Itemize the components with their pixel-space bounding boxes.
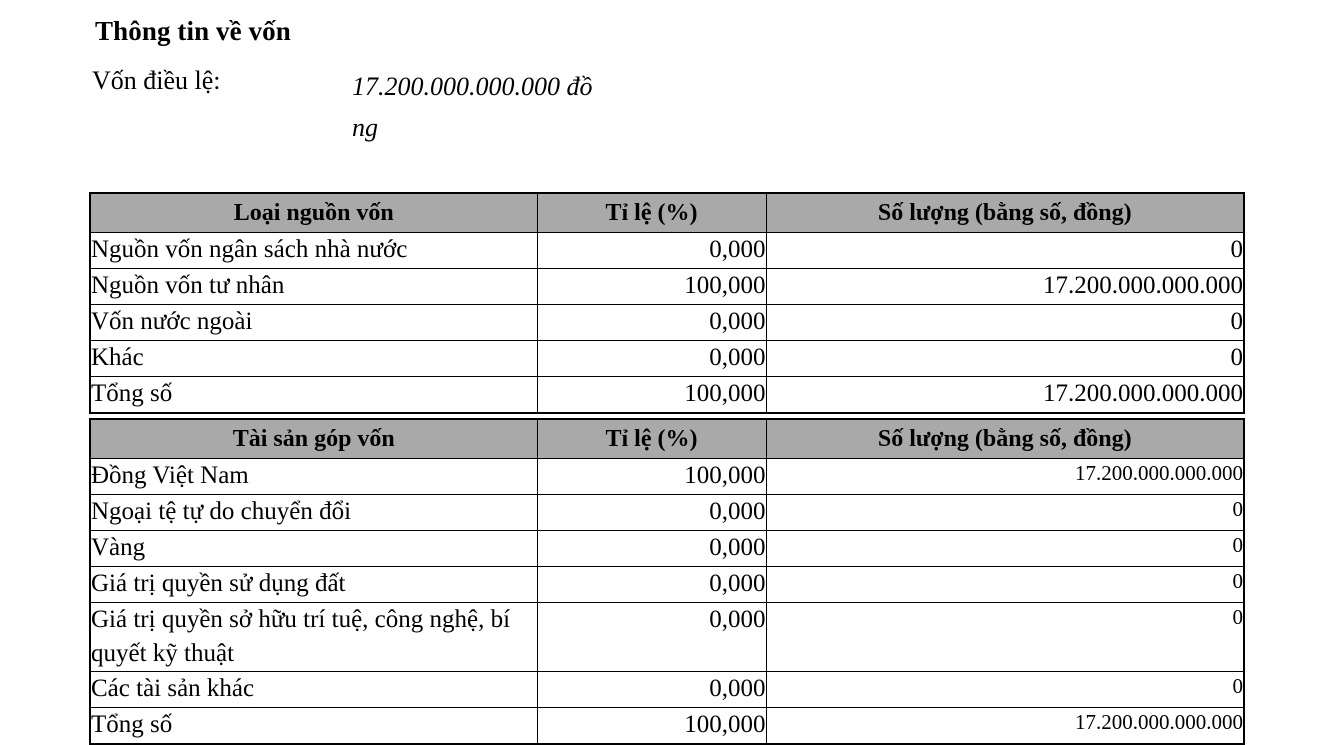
cell-rate: 100,000 (536, 268, 767, 305)
cell-rate: 100,000 (536, 376, 767, 414)
table-row: Giá trị quyền sở hữu trí tuệ, công nghệ,… (89, 602, 1245, 672)
cell-amount: 0 (765, 566, 1245, 603)
cell-asset-type: Giá trị quyền sở hữu trí tuệ, công nghệ,… (89, 602, 538, 672)
cell-amount: 0 (765, 340, 1245, 377)
cell-rate: 0,000 (536, 232, 767, 269)
cell-amount: 0 (765, 304, 1245, 341)
cell-asset-type: Tổng số (89, 707, 538, 745)
cell-source-type: Nguồn vốn ngân sách nhà nước (89, 232, 538, 269)
cell-rate: 0,000 (536, 304, 767, 341)
cell-source-type: Vốn nước ngoài (89, 304, 538, 341)
table-row: Khác 0,000 0 (89, 340, 1245, 377)
cell-amount: 17.200.000.000.000 (765, 376, 1245, 414)
cell-source-type: Nguồn vốn tư nhân (89, 268, 538, 305)
capital-assets-table: Tài sản góp vốn Tỉ lệ (%) Số lượng (bằng… (89, 418, 1245, 745)
cell-amount: 0 (765, 232, 1245, 269)
column-header-asset-type: Tài sản góp vốn (89, 418, 538, 459)
table-row: Các tài sản khác 0,000 0 (89, 671, 1245, 708)
cell-source-type: Tổng số (89, 376, 538, 414)
cell-rate: 0,000 (536, 602, 767, 672)
cell-amount: 17.200.000.000.000 (765, 707, 1245, 745)
table-row: Ngoại tệ tự do chuyển đổi 0,000 0 (89, 494, 1245, 531)
table-total-row: Tổng số 100,000 17.200.000.000.000 (89, 707, 1245, 745)
table-header-row: Tài sản góp vốn Tỉ lệ (%) Số lượng (bằng… (89, 418, 1245, 459)
cell-rate: 0,000 (536, 671, 767, 708)
column-header-amount: Số lượng (bằng số, đồng) (765, 418, 1245, 459)
cell-rate: 0,000 (536, 530, 767, 567)
column-header-rate: Tỉ lệ (%) (536, 192, 767, 233)
column-header-rate: Tỉ lệ (%) (536, 418, 767, 459)
cell-asset-type: Đồng Việt Nam (89, 458, 538, 495)
table-row: Đồng Việt Nam 100,000 17.200.000.000.000 (89, 458, 1245, 495)
column-header-amount: Số lượng (bằng số, đồng) (765, 192, 1245, 233)
cell-amount: 0 (765, 494, 1245, 531)
cell-rate: 100,000 (536, 458, 767, 495)
table-row: Vàng 0,000 0 (89, 530, 1245, 567)
cell-rate: 100,000 (536, 707, 767, 745)
cell-rate: 0,000 (536, 494, 767, 531)
cell-asset-type: Vàng (89, 530, 538, 567)
cell-amount: 17.200.000.000.000 (765, 268, 1245, 305)
cell-amount: 0 (765, 671, 1245, 708)
table-row: Vốn nước ngoài 0,000 0 (89, 304, 1245, 341)
capital-sources-table: Loại nguồn vốn Tỉ lệ (%) Số lượng (bằng … (89, 192, 1245, 414)
charter-capital-row: Vốn điều lệ: 17.200.000.000.000 đồng (92, 66, 712, 156)
cell-rate: 0,000 (536, 566, 767, 603)
charter-capital-value: 17.200.000.000.000 đồng (352, 72, 593, 142)
cell-asset-type: Các tài sản khác (89, 671, 538, 708)
cell-rate: 0,000 (536, 340, 767, 377)
page-title: Thông tin về vốn (95, 16, 291, 46)
charter-capital-label: Vốn điều lệ: (92, 66, 221, 95)
cell-source-type: Khác (89, 340, 538, 377)
table-row: Nguồn vốn ngân sách nhà nước 0,000 0 (89, 232, 1245, 269)
table-header-row: Loại nguồn vốn Tỉ lệ (%) Số lượng (bằng … (89, 192, 1245, 233)
cell-amount: 17.200.000.000.000 (765, 458, 1245, 495)
column-header-source-type: Loại nguồn vốn (89, 192, 538, 233)
cell-amount: 0 (765, 530, 1245, 567)
table-total-row: Tổng số 100,000 17.200.000.000.000 (89, 376, 1245, 414)
cell-asset-type: Ngoại tệ tự do chuyển đổi (89, 494, 538, 531)
cell-amount: 0 (765, 602, 1245, 672)
table-row: Nguồn vốn tư nhân 100,000 17.200.000.000… (89, 268, 1245, 305)
cell-asset-type: Giá trị quyền sử dụng đất (89, 566, 538, 603)
table-row: Giá trị quyền sử dụng đất 0,000 0 (89, 566, 1245, 603)
